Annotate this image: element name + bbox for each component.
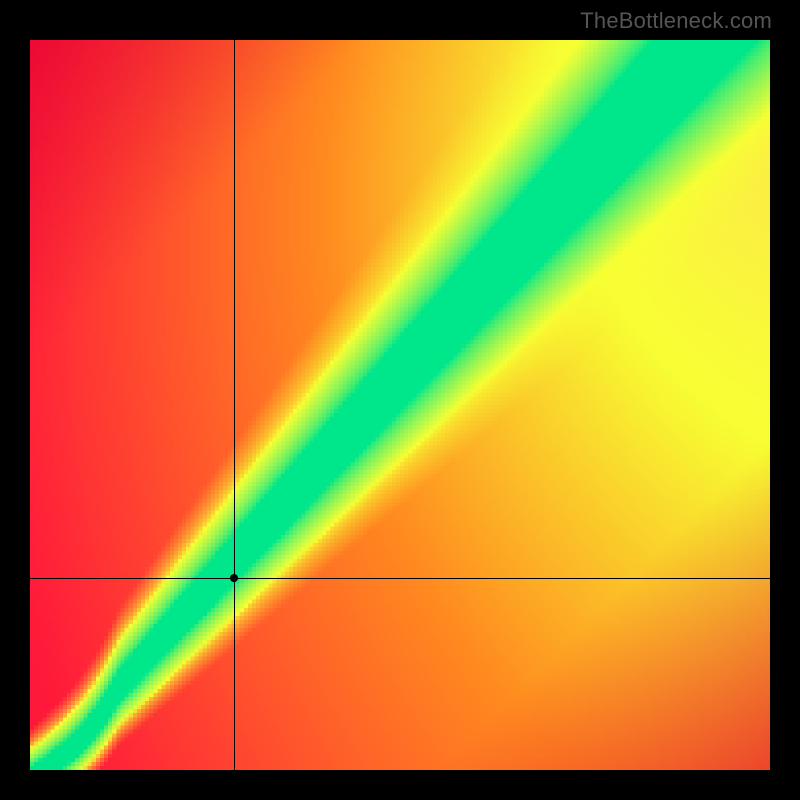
chart-container: TheBottleneck.com (0, 0, 800, 800)
watermark-text: TheBottleneck.com (580, 8, 772, 34)
crosshair-horizontal (30, 578, 770, 579)
marker-point (230, 574, 238, 582)
heatmap-canvas (30, 40, 770, 770)
heatmap-plot (30, 40, 770, 770)
crosshair-vertical (234, 40, 235, 770)
